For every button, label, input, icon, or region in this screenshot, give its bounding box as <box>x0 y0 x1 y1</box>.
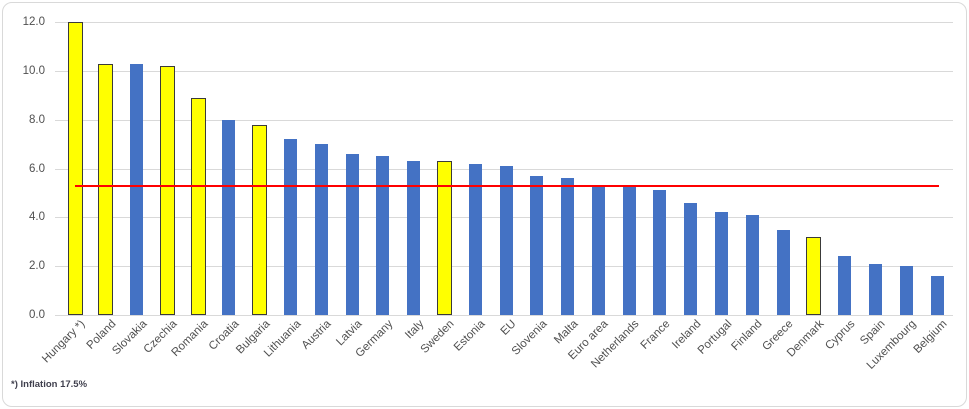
x-tick-label: Finland <box>729 318 765 354</box>
x-tick-label: Denmark <box>785 318 827 360</box>
bar-denmark <box>806 237 821 315</box>
x-tick-label: Portugal <box>695 318 735 357</box>
x-tick-label: Romania <box>169 318 211 360</box>
x-tick-label: Ireland <box>670 318 704 352</box>
x-tick-label: Estonia <box>451 318 488 354</box>
bar-belgium <box>931 276 944 315</box>
y-axis: 0.0 2.0 4.0 6.0 8.0 10.0 12.0 <box>3 3 45 333</box>
bar-malta <box>561 178 574 315</box>
x-tick-label: France <box>638 318 673 352</box>
bar-euro-area <box>592 186 605 315</box>
reference-line <box>75 185 939 187</box>
bar-cyprus <box>838 256 851 315</box>
x-tick-label: Euro area <box>566 318 611 363</box>
x-tick-label: Italy <box>403 318 427 342</box>
x-tick-label: Slovakia <box>110 318 150 358</box>
bar-czechia <box>160 66 175 315</box>
gridline <box>55 315 953 316</box>
gridline <box>55 22 953 23</box>
x-tick-label: Slovenia <box>509 318 550 358</box>
plot-area <box>55 22 953 316</box>
y-tick-label: 8.0 <box>29 114 45 126</box>
bar-romania <box>191 98 206 315</box>
bar-lithuania <box>284 139 297 315</box>
x-tick-label: Cyprus <box>823 318 858 353</box>
x-tick-label: Sweden <box>418 318 457 356</box>
bar-ireland <box>684 203 697 315</box>
bar-estonia <box>469 164 482 315</box>
bar-sweden <box>437 161 452 315</box>
y-tick-label: 2.0 <box>29 260 45 272</box>
x-tick-label: EU <box>498 318 519 338</box>
footnote: *) Inflation 17.5% <box>11 379 88 390</box>
y-tick-label: 0.0 <box>29 309 45 321</box>
x-tick-label: Czechia <box>141 318 180 356</box>
bar-luxembourg <box>900 266 913 315</box>
gridline <box>55 71 953 72</box>
x-tick-label: Bulgaria <box>234 318 273 357</box>
x-tick-label: Lithuania <box>261 318 304 360</box>
bar-austria <box>315 144 328 315</box>
bar-latvia <box>346 154 359 315</box>
bar-croatia <box>222 120 235 315</box>
y-tick-label: 12.0 <box>22 16 45 28</box>
bar-italy <box>407 161 420 315</box>
bar-spain <box>869 264 882 315</box>
gridline <box>55 120 953 121</box>
bar-eu <box>500 166 513 315</box>
bar-hungary <box>68 22 83 315</box>
bar-portugal <box>715 212 728 315</box>
bar-finland <box>746 215 759 315</box>
x-tick-label: Greece <box>760 318 796 354</box>
x-tick-label: Belgium <box>911 318 950 356</box>
x-tick-label: Spain <box>858 318 888 348</box>
x-tick-label: Netherlands <box>589 318 642 371</box>
y-tick-label: 10.0 <box>22 65 45 77</box>
bar-slovenia <box>530 176 543 315</box>
x-tick-label: Luxembourg <box>864 318 919 372</box>
bar-greece <box>777 230 790 315</box>
x-tick-label: Poland <box>84 318 119 352</box>
x-tick-label: Austria <box>299 318 334 352</box>
x-tick-label: Croatia <box>206 318 242 353</box>
x-tick-label: Latvia <box>334 318 365 349</box>
bar-poland <box>98 64 113 315</box>
bar-france <box>653 190 666 315</box>
x-tick-label: Malta <box>552 318 581 347</box>
bar-slovakia <box>130 64 143 315</box>
y-tick-label: 6.0 <box>29 163 45 175</box>
x-tick-label: Germany <box>353 318 396 360</box>
bar-bulgaria <box>252 125 267 315</box>
bar-germany <box>376 156 389 315</box>
bar-netherlands <box>623 186 636 315</box>
y-tick-label: 4.0 <box>29 211 45 223</box>
